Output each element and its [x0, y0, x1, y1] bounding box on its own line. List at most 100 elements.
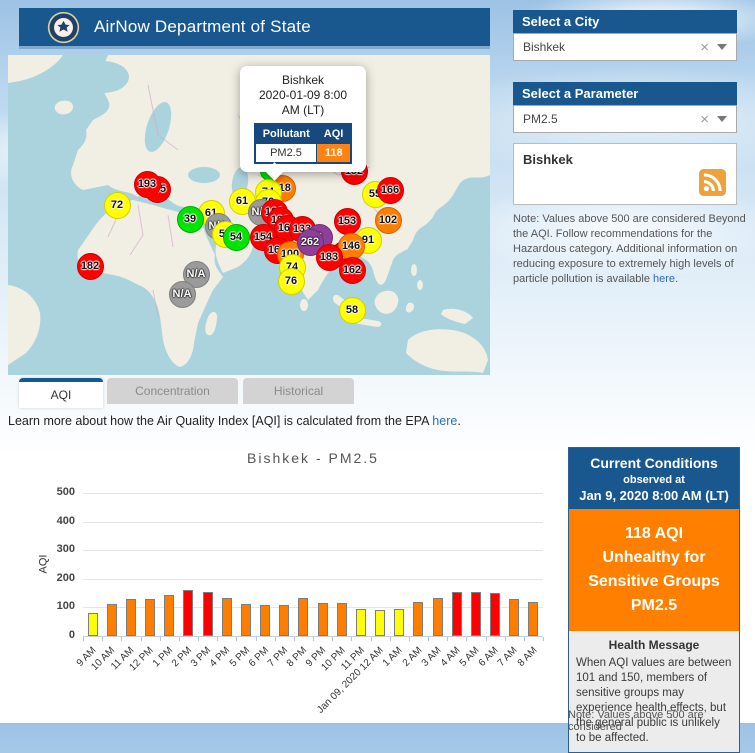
- x-axis-tick: [428, 637, 429, 641]
- map-marker[interactable]: 162: [338, 256, 366, 284]
- chart-bar[interactable]: [145, 598, 156, 636]
- x-axis-tick: [140, 637, 142, 641]
- aqi-value-line: 118 AQI: [624, 525, 684, 542]
- chart-bar[interactable]: [202, 591, 213, 636]
- map-marker[interactable]: 166: [376, 176, 404, 204]
- x-axis-tick: [543, 637, 544, 641]
- x-axis-label: 4 PM: [208, 645, 233, 670]
- chart-bar[interactable]: [279, 604, 290, 636]
- chart-bar[interactable]: [509, 599, 520, 636]
- y-axis-tick-label: 300: [56, 543, 75, 556]
- sidebar-note-link[interactable]: here: [653, 273, 676, 285]
- x-axis-tick: [447, 637, 449, 641]
- chart-bar[interactable]: [183, 590, 194, 636]
- health-message-header: Health Message: [608, 638, 700, 652]
- current-conditions-title: Current Conditions: [590, 455, 718, 471]
- x-axis-tick: [313, 637, 314, 641]
- map-marker[interactable]: 58: [338, 296, 366, 324]
- map-marker[interactable]: 262: [296, 228, 324, 256]
- x-axis-label: 8 PM: [284, 645, 310, 670]
- x-axis-tick: [485, 637, 487, 641]
- chart-bar[interactable]: [451, 591, 462, 636]
- x-axis-tick: [121, 637, 123, 641]
- x-axis-label: 6 PM: [246, 645, 271, 670]
- chart-bar[interactable]: [470, 591, 481, 636]
- chevron-down-icon[interactable]: [717, 44, 727, 50]
- current-conditions-panel: Current Conditions observed at Jan 9, 20…: [568, 447, 740, 753]
- app-header: AirNow Department of State: [19, 8, 490, 49]
- rss-icon[interactable]: [699, 169, 726, 196]
- chart-bar[interactable]: [260, 605, 271, 636]
- map-marker[interactable]: 193: [133, 170, 161, 198]
- x-axis-tick: [408, 637, 410, 641]
- chart-bar[interactable]: [336, 603, 347, 636]
- chart-bar[interactable]: [317, 603, 328, 636]
- world-map[interactable]: 135193721826139N/A595461N/AN/A1187476N/A…: [8, 55, 490, 375]
- tab-historical[interactable]: Historical: [243, 378, 354, 404]
- map-marker[interactable]: 183: [315, 243, 343, 271]
- x-axis-tick: [523, 637, 525, 641]
- map-marker[interactable]: 102: [374, 206, 402, 234]
- popup-aqi-header: AQI: [316, 124, 352, 144]
- chart-bar[interactable]: [106, 603, 117, 636]
- chart-bar[interactable]: [221, 597, 232, 636]
- map-marker[interactable]: 72: [103, 191, 131, 219]
- chart-gridline: [83, 607, 543, 609]
- map-marker[interactable]: 76: [277, 267, 305, 295]
- chart-bar[interactable]: [490, 593, 501, 636]
- chart-bar[interactable]: [125, 598, 136, 636]
- x-axis-label: 7 PM: [265, 645, 291, 670]
- learn-more-link[interactable]: here: [432, 414, 458, 428]
- chart-bar[interactable]: [413, 601, 424, 636]
- x-axis-label: 1 AM: [381, 645, 406, 669]
- select-parameter-header: Select a Parameter: [513, 82, 737, 105]
- parameter-select-value: PM2.5: [523, 112, 558, 126]
- x-axis-label: 5 AM: [457, 645, 482, 669]
- x-axis-tick: [293, 637, 295, 641]
- popup-pollutant-value: PM2.5: [254, 143, 318, 164]
- x-axis-tick: [504, 637, 506, 641]
- x-axis-tick: [178, 637, 180, 641]
- clear-parameter-icon[interactable]: ×: [700, 110, 709, 128]
- x-axis-tick: [255, 637, 257, 641]
- x-axis-tick: [389, 637, 391, 641]
- chart-bar[interactable]: [87, 613, 98, 636]
- tab-aqi[interactable]: AQI: [19, 378, 103, 408]
- observed-at-label: observed at: [623, 474, 685, 486]
- x-axis-label: 3 AM: [419, 645, 444, 669]
- x-axis-label: 2 PM: [169, 645, 195, 670]
- aqi-category-line-1: Unhealthy for: [602, 549, 706, 566]
- map-marker[interactable]: 54: [222, 223, 250, 251]
- map-marker[interactable]: 39: [176, 205, 204, 233]
- chart-bar[interactable]: [394, 608, 405, 636]
- chart-bar[interactable]: [355, 608, 366, 636]
- observed-datetime: Jan 9, 2020 8:00 AM (LT): [579, 488, 729, 503]
- map-marker[interactable]: N/A: [168, 280, 196, 308]
- x-axis-label: 7 AM: [496, 645, 521, 669]
- chevron-down-icon[interactable]: [717, 116, 727, 122]
- city-select[interactable]: Bishkek ×: [513, 33, 737, 61]
- chart-bar[interactable]: [240, 603, 251, 636]
- chart-bar[interactable]: [298, 598, 309, 636]
- popup-city: Bishkek: [281, 73, 325, 87]
- popup-datetime: 2020-01-09 8:00: [258, 88, 348, 102]
- chart-bar[interactable]: [375, 609, 386, 636]
- chart-bar[interactable]: [164, 595, 175, 636]
- sidebar-note: Note: Values above 500 are considered Be…: [513, 212, 749, 287]
- feed-title: Bishkek: [523, 152, 573, 167]
- bottom-note: Note: Values above 500 are considered: [568, 709, 704, 733]
- x-axis-label: 2 AM: [400, 645, 425, 669]
- chart-bar[interactable]: [528, 602, 539, 636]
- map-marker[interactable]: 182: [76, 252, 104, 280]
- chart-bar[interactable]: [432, 598, 443, 636]
- tab-concentration[interactable]: Concentration: [107, 378, 238, 404]
- current-conditions-header: Current Conditions observed at Jan 9, 20…: [569, 448, 739, 509]
- dos-seal-icon: [47, 11, 80, 44]
- chart-gridline: [83, 550, 543, 552]
- clear-city-icon[interactable]: ×: [700, 38, 709, 56]
- y-axis-tick-label: 0: [68, 629, 75, 641]
- parameter-select[interactable]: PM2.5 ×: [513, 105, 737, 133]
- y-axis-tick-label: 400: [56, 514, 75, 527]
- x-axis-tick: [102, 637, 104, 641]
- map-marker[interactable]: 153: [333, 207, 361, 235]
